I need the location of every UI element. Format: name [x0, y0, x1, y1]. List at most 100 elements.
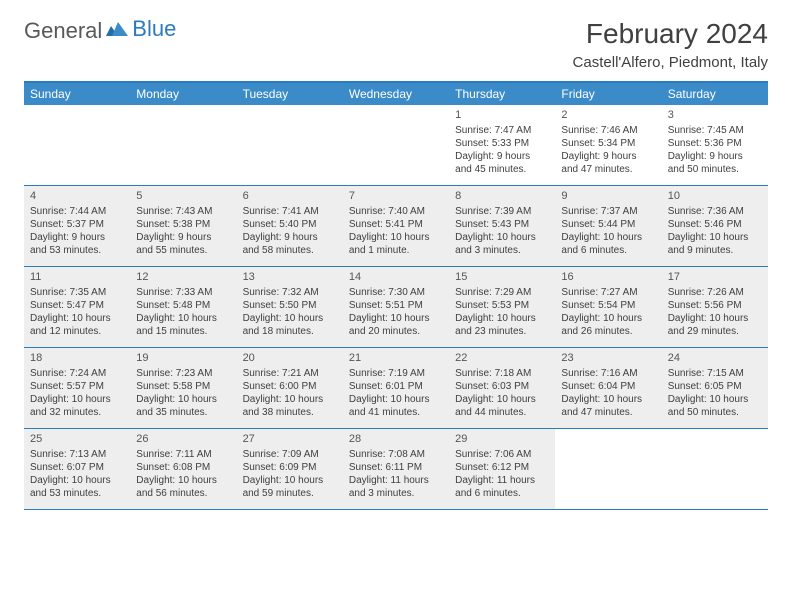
day-cell: 17Sunrise: 7:26 AMSunset: 5:56 PMDayligh…	[662, 267, 768, 347]
day-cell	[24, 105, 130, 185]
sunset-text: Sunset: 5:54 PM	[561, 299, 655, 312]
sunrise-text: Sunrise: 7:46 AM	[561, 124, 655, 137]
sunrise-text: Sunrise: 7:21 AM	[243, 367, 337, 380]
day-number: 5	[136, 189, 230, 203]
sunset-text: Sunset: 5:50 PM	[243, 299, 337, 312]
sunrise-text: Sunrise: 7:29 AM	[455, 286, 549, 299]
day-cell: 25Sunrise: 7:13 AMSunset: 6:07 PMDayligh…	[24, 429, 130, 509]
daylight-text: Daylight: 10 hours and 1 minute.	[349, 231, 443, 257]
sunset-text: Sunset: 5:38 PM	[136, 218, 230, 231]
sunset-text: Sunset: 5:43 PM	[455, 218, 549, 231]
day-cell: 14Sunrise: 7:30 AMSunset: 5:51 PMDayligh…	[343, 267, 449, 347]
sunset-text: Sunset: 5:41 PM	[349, 218, 443, 231]
sunset-text: Sunset: 5:44 PM	[561, 218, 655, 231]
day-cell: 9Sunrise: 7:37 AMSunset: 5:44 PMDaylight…	[555, 186, 661, 266]
daylight-text: Daylight: 10 hours and 47 minutes.	[561, 393, 655, 419]
daylight-text: Daylight: 9 hours and 55 minutes.	[136, 231, 230, 257]
sunset-text: Sunset: 5:53 PM	[455, 299, 549, 312]
day-number: 12	[136, 270, 230, 284]
sunrise-text: Sunrise: 7:30 AM	[349, 286, 443, 299]
sunrise-text: Sunrise: 7:26 AM	[668, 286, 762, 299]
sunrise-text: Sunrise: 7:11 AM	[136, 448, 230, 461]
daylight-text: Daylight: 10 hours and 23 minutes.	[455, 312, 549, 338]
daylight-text: Daylight: 10 hours and 41 minutes.	[349, 393, 443, 419]
sunrise-text: Sunrise: 7:36 AM	[668, 205, 762, 218]
sunrise-text: Sunrise: 7:41 AM	[243, 205, 337, 218]
day-number: 7	[349, 189, 443, 203]
sunrise-text: Sunrise: 7:06 AM	[455, 448, 549, 461]
day-number: 6	[243, 189, 337, 203]
daylight-text: Daylight: 10 hours and 20 minutes.	[349, 312, 443, 338]
day-number: 26	[136, 432, 230, 446]
day-cell: 12 Sunrise: 7:33 AMSunset: 5:48 PMDayligh…	[130, 267, 236, 347]
location: Castell'Alfero, Piedmont, Italy	[573, 54, 768, 71]
day-number: 17	[668, 270, 762, 284]
sunrise-text: Sunrise: 7:33 AM	[136, 286, 230, 299]
day-cell: 3Sunrise: 7:45 AMSunset: 5:36 PMDaylight…	[662, 105, 768, 185]
sunset-text: Sunset: 5:58 PM	[136, 380, 230, 393]
daylight-text: Daylight: 10 hours and 9 minutes.	[668, 231, 762, 257]
day-cell: 2Sunrise: 7:46 AMSunset: 5:34 PMDaylight…	[555, 105, 661, 185]
sunrise-text: Sunrise: 7:43 AM	[136, 205, 230, 218]
daylight-text: Daylight: 9 hours and 53 minutes.	[30, 231, 124, 257]
sunrise-text: Sunrise: 7:18 AM	[455, 367, 549, 380]
sunrise-text: Sunrise: 7:40 AM	[349, 205, 443, 218]
day-cell: 26Sunrise: 7:11 AMSunset: 6:08 PMDayligh…	[130, 429, 236, 509]
day-number: 4	[30, 189, 124, 203]
sunrise-text: Sunrise: 7:16 AM	[561, 367, 655, 380]
day-number: 3	[668, 108, 762, 122]
sunset-text: Sunset: 6:11 PM	[349, 461, 443, 474]
day-cell: 16Sunrise: 7:27 AMSunset: 5:54 PMDayligh…	[555, 267, 661, 347]
day-cell: 29Sunrise: 7:06 AMSunset: 6:12 PMDayligh…	[449, 429, 555, 509]
week-row: 25Sunrise: 7:13 AMSunset: 6:07 PMDayligh…	[24, 429, 768, 510]
sunrise-text: Sunrise: 7:44 AM	[30, 205, 124, 218]
day-cell: 13Sunrise: 7:32 AMSunset: 5:50 PMDayligh…	[237, 267, 343, 347]
day-number: 19	[136, 351, 230, 365]
day-number: 11	[30, 270, 124, 284]
day-number: 13	[243, 270, 337, 284]
sunrise-text: Sunrise: 7:39 AM	[455, 205, 549, 218]
daylight-text: Daylight: 10 hours and 12 minutes.	[30, 312, 124, 338]
day-cell	[662, 429, 768, 509]
day-cell: 6Sunrise: 7:41 AMSunset: 5:40 PMDaylight…	[237, 186, 343, 266]
daylight-text: Daylight: 9 hours and 50 minutes.	[668, 150, 762, 176]
page-header: General Blue February 2024 Castell'Alfer…	[24, 18, 768, 75]
day-number: 18	[30, 351, 124, 365]
sunrise-text: Sunrise: 7:35 AM	[30, 286, 124, 299]
daylight-text: Daylight: 11 hours and 6 minutes.	[455, 474, 549, 500]
daylight-text: Daylight: 10 hours and 26 minutes.	[561, 312, 655, 338]
day-cell	[555, 429, 661, 509]
sunrise-text: Sunrise: 7:45 AM	[668, 124, 762, 137]
day-number: 14	[349, 270, 443, 284]
daylight-text: Daylight: 9 hours and 45 minutes.	[455, 150, 549, 176]
sunrise-text: Sunrise: 7:24 AM	[30, 367, 124, 380]
day-header-row: SundayMondayTuesdayWednesdayThursdayFrid…	[24, 83, 768, 105]
logo: General Blue	[24, 18, 176, 44]
day-cell: 21Sunrise: 7:19 AMSunset: 6:01 PMDayligh…	[343, 348, 449, 428]
day-number: 21	[349, 351, 443, 365]
day-cell: 7 Sunrise: 7:40 AMSunset: 5:41 PMDaylight…	[343, 186, 449, 266]
week-row: 4Sunrise: 7:44 AMSunset: 5:37 PMDaylight…	[24, 186, 768, 267]
day-cell: 19Sunrise: 7:23 AMSunset: 5:58 PMDayligh…	[130, 348, 236, 428]
day-cell: 5 Sunrise: 7:43 AMSunset: 5:38 PMDaylight…	[130, 186, 236, 266]
day-number: 23	[561, 351, 655, 365]
sunset-text: Sunset: 5:33 PM	[455, 137, 549, 150]
day-header-cell: Friday	[555, 83, 661, 105]
day-cell: 4Sunrise: 7:44 AMSunset: 5:37 PMDaylight…	[24, 186, 130, 266]
day-cell: 1Sunrise: 7:47 AMSunset: 5:33 PMDaylight…	[449, 105, 555, 185]
daylight-text: Daylight: 10 hours and 6 minutes.	[561, 231, 655, 257]
day-number: 29	[455, 432, 549, 446]
sunset-text: Sunset: 5:48 PM	[136, 299, 230, 312]
daylight-text: Daylight: 10 hours and 3 minutes.	[455, 231, 549, 257]
month-title: February 2024	[573, 18, 768, 50]
sunset-text: Sunset: 6:05 PM	[668, 380, 762, 393]
day-number: 2	[561, 108, 655, 122]
calendar-body: 1Sunrise: 7:47 AMSunset: 5:33 PMDaylight…	[24, 105, 768, 510]
day-number: 1	[455, 108, 549, 122]
day-header-cell: Thursday	[449, 83, 555, 105]
day-cell: 28Sunrise: 7:08 AMSunset: 6:11 PMDayligh…	[343, 429, 449, 509]
daylight-text: Daylight: 10 hours and 15 minutes.	[136, 312, 230, 338]
sunrise-text: Sunrise: 7:15 AM	[668, 367, 762, 380]
sunset-text: Sunset: 5:47 PM	[30, 299, 124, 312]
sunrise-text: Sunrise: 7:13 AM	[30, 448, 124, 461]
